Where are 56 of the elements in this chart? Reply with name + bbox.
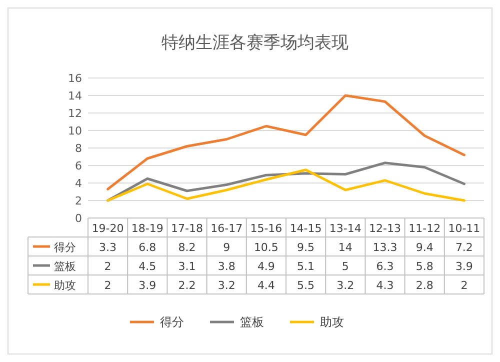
data-label: 7.2 [455, 241, 473, 254]
data-label: 2.8 [416, 279, 434, 292]
legend-label: 篮板 [54, 260, 76, 273]
data-label: 9.5 [297, 241, 315, 254]
data-label: 2 [104, 279, 112, 292]
x-tick-label: 14-15 [290, 222, 322, 235]
data-label: 5.5 [297, 279, 315, 292]
x-tick-label: 19-20 [92, 222, 124, 235]
legend-label: 助攻 [54, 279, 76, 292]
data-label: 3.8 [218, 260, 236, 273]
data-label: 4.5 [138, 260, 156, 273]
data-label: 3.3 [99, 241, 117, 254]
data-label: 2 [460, 279, 468, 292]
x-tick-label: 10-11 [448, 222, 480, 235]
data-label: 10.5 [254, 241, 278, 254]
x-tick-label: 17-18 [171, 222, 203, 235]
legend-篮板: 篮板 [210, 315, 264, 329]
y-tick-label: 4 [75, 177, 82, 190]
y-tick-label: 8 [75, 142, 82, 155]
data-label: 3.1 [178, 260, 196, 273]
data-label: 3.9 [455, 260, 473, 273]
data-label: 4.9 [257, 260, 275, 273]
data-label: 2 [104, 260, 112, 273]
data-label: 3.2 [218, 279, 236, 292]
legend-得分: 得分 [130, 315, 184, 329]
data-label: 4.3 [376, 279, 394, 292]
y-tick-label: 6 [75, 160, 82, 172]
x-tick-label: 15-16 [250, 222, 282, 235]
data-label: 8.2 [178, 241, 196, 254]
data-label: 9.4 [416, 241, 434, 254]
data-label: 5.1 [297, 260, 315, 273]
x-tick-label: 12-13 [369, 222, 401, 235]
data-label: 14 [338, 241, 352, 254]
chart-title: 特纳生涯各赛季场均表现 [162, 33, 348, 53]
x-tick-label: 16-17 [210, 222, 243, 235]
x-tick-label: 13-14 [329, 222, 362, 235]
data-label: 9 [223, 241, 230, 254]
y-tick-label: 10 [68, 124, 82, 138]
y-tick-label: 14 [68, 90, 82, 102]
y-tick-label: 2 [75, 194, 82, 208]
data-label: 5 [342, 260, 349, 273]
y-tick-label: 0 [75, 212, 82, 225]
data-label: 4.4 [257, 279, 275, 292]
data-label: 3.9 [138, 279, 156, 292]
legend-助攻: 助攻 [290, 315, 344, 329]
y-tick-label: 12 [68, 107, 82, 120]
data-label: 5.8 [416, 260, 434, 273]
data-label: 6.8 [138, 241, 156, 254]
data-label: 3.2 [336, 279, 354, 292]
data-label: 2.2 [178, 279, 196, 292]
x-tick-label: 18-19 [131, 222, 164, 235]
data-label: 13.3 [372, 241, 398, 254]
legend-label: 得分 [54, 241, 76, 254]
y-tick-label: 16 [68, 72, 82, 85]
data-label: 6.3 [376, 260, 394, 273]
x-tick-label: 11-12 [408, 222, 441, 235]
